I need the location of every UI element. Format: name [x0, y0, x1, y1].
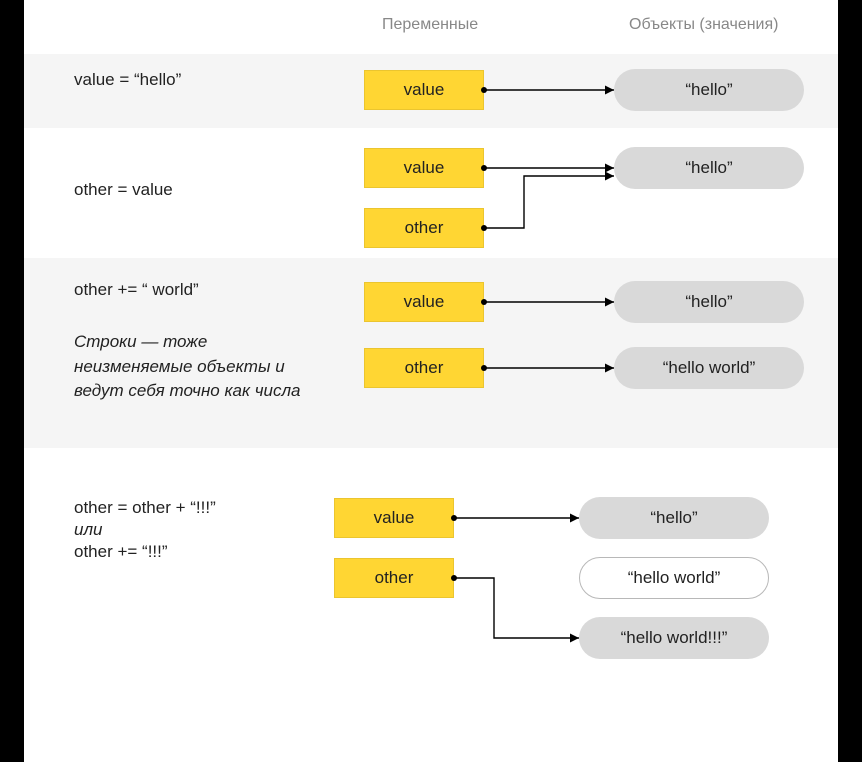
object-box: “hello”: [579, 497, 769, 539]
variable-box: value: [334, 498, 454, 538]
object-box: “hello world”: [579, 557, 769, 599]
variable-box: other: [364, 348, 484, 388]
code-line: или: [74, 520, 103, 540]
variable-box: value: [364, 70, 484, 110]
object-box: “hello”: [614, 147, 804, 189]
variable-box: value: [364, 282, 484, 322]
variable-box: value: [364, 148, 484, 188]
code-line: other = value: [74, 180, 173, 200]
variable-box: other: [364, 208, 484, 248]
variable-box: other: [334, 558, 454, 598]
object-box: “hello”: [614, 281, 804, 323]
object-box: “hello”: [614, 69, 804, 111]
header-objects: Объекты (значения): [629, 16, 778, 34]
code-line: other += “!!!”: [74, 542, 168, 562]
header-variables: Переменные: [382, 16, 478, 34]
diagram-canvas: Переменные Объекты (значения) value = “h…: [24, 0, 838, 762]
object-box: “hello world!!!”: [579, 617, 769, 659]
code-line: value = “hello”: [74, 70, 181, 90]
object-box: “hello world”: [614, 347, 804, 389]
code-line: other += “ world”: [74, 280, 199, 300]
code-line: other = other + “!!!”: [74, 498, 216, 518]
code-comment: Строки — тоже неизменяемые объекты и вед…: [74, 330, 324, 404]
